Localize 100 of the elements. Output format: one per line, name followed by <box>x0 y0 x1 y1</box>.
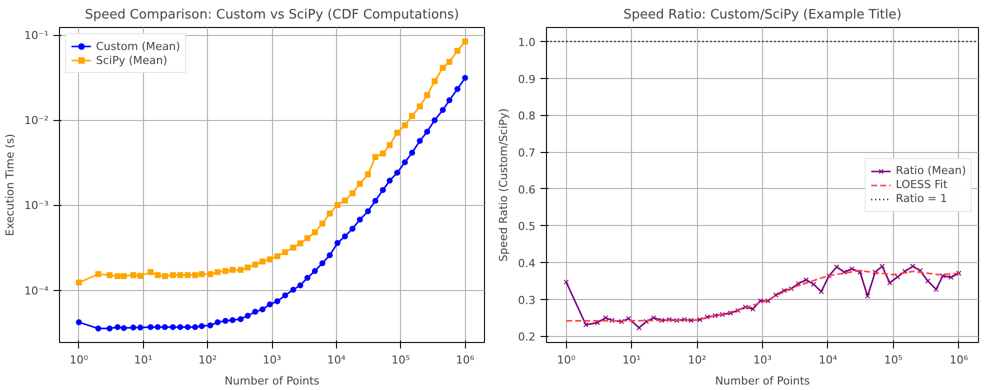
x-tick-label: 10² <box>688 354 706 366</box>
point <box>454 48 460 54</box>
point <box>312 229 318 236</box>
legend-label: SciPy (Mean) <box>96 53 168 67</box>
point <box>394 170 400 176</box>
x-tick-label: 10⁴ <box>327 354 346 366</box>
point <box>409 150 416 156</box>
y-axis-title: Speed Ratio (Custom/SciPy) <box>497 108 510 262</box>
point <box>326 210 333 216</box>
point <box>282 249 288 256</box>
point <box>342 233 348 240</box>
point <box>192 272 198 278</box>
point <box>230 317 236 324</box>
point <box>857 270 863 275</box>
point <box>334 240 340 246</box>
point <box>170 324 176 330</box>
point <box>274 253 280 260</box>
point <box>440 107 446 114</box>
point <box>222 318 228 324</box>
point <box>842 270 847 275</box>
point <box>940 273 946 278</box>
point <box>666 317 672 322</box>
x-tick-label: 10⁰ <box>556 354 576 366</box>
point <box>207 271 214 278</box>
point <box>214 319 221 326</box>
point <box>773 292 778 298</box>
point <box>925 278 930 284</box>
point <box>409 113 416 120</box>
y-tick-label: 0.9 <box>518 72 536 86</box>
legend-label: Ratio (Mean) <box>896 164 966 178</box>
point <box>704 314 710 320</box>
point <box>864 293 870 299</box>
point <box>782 288 787 294</box>
x-tick-label: 10⁵ <box>884 354 903 366</box>
point <box>948 274 954 280</box>
chart-title: Speed Ratio: Custom/SciPy (Example Title) <box>623 8 902 22</box>
point <box>260 258 266 264</box>
point <box>148 269 154 276</box>
point <box>758 298 763 304</box>
point <box>454 86 460 92</box>
y-tick-label: 0.4 <box>518 257 536 270</box>
point <box>207 322 214 328</box>
point <box>365 208 372 214</box>
point <box>230 266 236 273</box>
point <box>811 282 816 287</box>
point <box>238 266 244 273</box>
legend-label: LOESS Fit <box>896 178 948 192</box>
point <box>365 171 372 178</box>
x-tick-label: 10⁵ <box>392 354 410 366</box>
point <box>720 312 726 318</box>
point <box>380 150 386 157</box>
point <box>887 280 892 286</box>
x-tick-label: 10¹ <box>622 354 641 366</box>
point <box>424 92 430 98</box>
point <box>214 269 221 276</box>
point <box>765 298 771 304</box>
x-tick-label: 10⁶ <box>950 354 969 366</box>
point <box>834 264 840 270</box>
point <box>297 282 304 288</box>
point <box>198 323 205 330</box>
point <box>304 274 310 281</box>
point <box>894 274 900 280</box>
point <box>177 272 184 278</box>
y-tick-label: 10⁻¹ <box>24 28 49 42</box>
x-tick-label: 10³ <box>753 354 772 366</box>
chart-title: Speed Comparison: Custom vs SciPy (CDF Computations) <box>84 8 460 22</box>
point <box>170 272 176 278</box>
point <box>432 78 438 84</box>
point <box>651 315 656 320</box>
point <box>334 202 340 208</box>
point <box>222 268 228 274</box>
point <box>252 262 258 268</box>
point <box>282 292 288 298</box>
point <box>446 58 452 65</box>
point <box>297 240 304 246</box>
point <box>849 266 854 272</box>
point <box>184 324 191 330</box>
y-tick-label: 10⁻² <box>24 114 49 128</box>
legend-label: Ratio = 1 <box>896 192 948 206</box>
x-axis-title: Number of Points <box>715 374 810 388</box>
point <box>154 272 161 278</box>
point <box>192 324 198 330</box>
point <box>402 122 408 128</box>
point <box>154 324 161 330</box>
x-tick-label: 10⁴ <box>818 354 838 366</box>
point <box>803 277 809 282</box>
point <box>735 308 740 314</box>
x-tick-label: 10³ <box>262 354 282 366</box>
point <box>380 186 386 193</box>
point <box>274 298 280 304</box>
point <box>880 264 885 269</box>
point <box>462 74 468 81</box>
point <box>386 142 393 148</box>
point <box>372 198 378 204</box>
point <box>184 272 191 278</box>
point <box>402 159 408 166</box>
point <box>349 226 356 232</box>
point <box>902 268 908 274</box>
point <box>818 289 824 294</box>
point <box>290 286 296 293</box>
